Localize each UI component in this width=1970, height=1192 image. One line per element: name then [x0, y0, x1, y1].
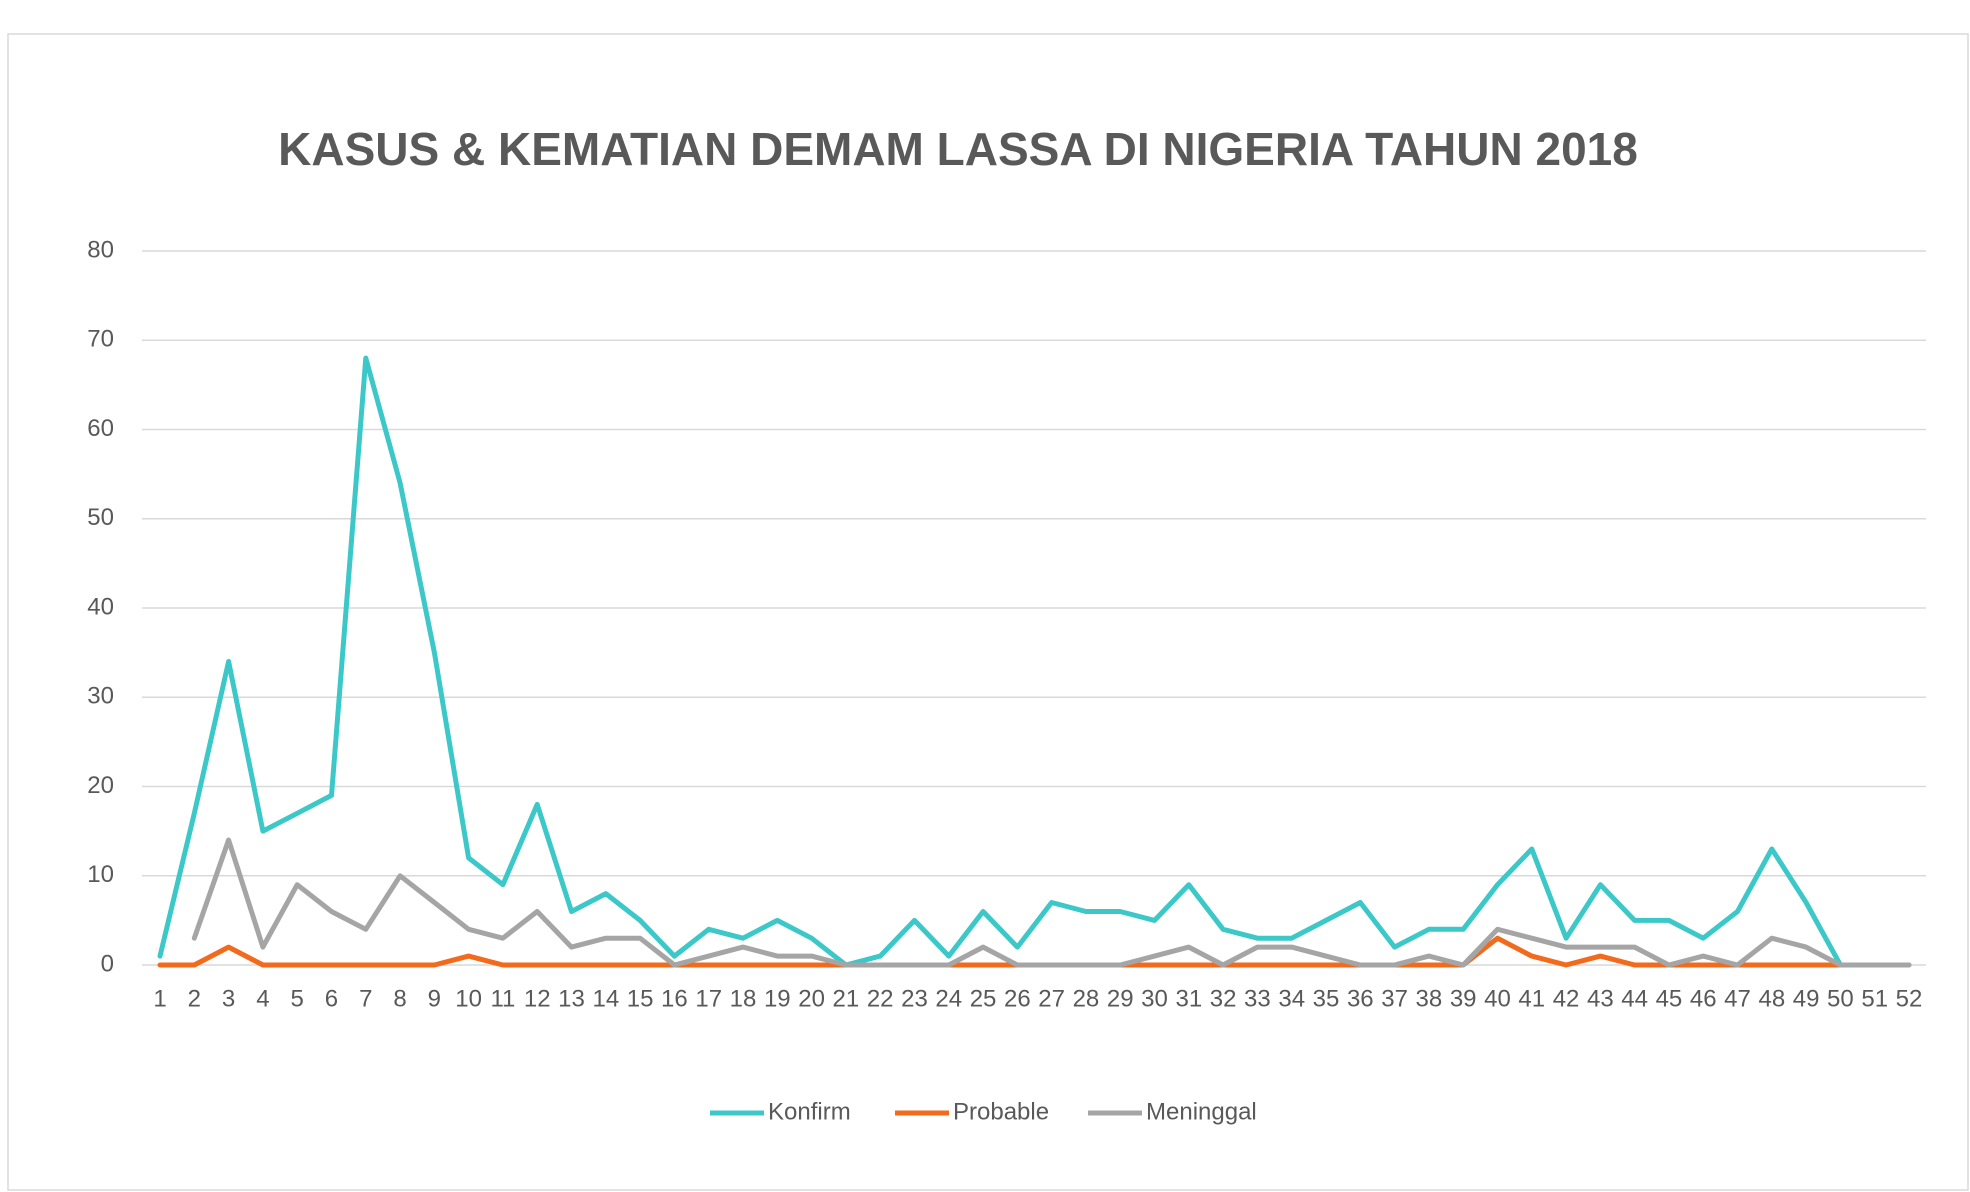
legend-label: Probable: [953, 1098, 1049, 1125]
y-tick-label: 30: [87, 683, 114, 710]
x-tick-label: 48: [1758, 985, 1785, 1012]
y-tick-label: 10: [87, 861, 114, 888]
x-tick-label: 22: [867, 985, 894, 1012]
series-line: [157, 935, 1843, 968]
x-tick-label: 49: [1793, 985, 1820, 1012]
x-tick-label: 30: [1141, 985, 1168, 1012]
x-tick-label: 27: [1038, 985, 1065, 1012]
series-line: [157, 355, 1912, 968]
x-tick-label: 11: [490, 985, 515, 1012]
legend-label: Konfirm: [768, 1098, 851, 1125]
y-tick-label: 80: [87, 236, 114, 263]
x-tick-label: 23: [901, 985, 928, 1012]
x-tick-label: 4: [256, 985, 269, 1012]
x-tick-label: 44: [1621, 985, 1648, 1012]
x-tick-label: 51: [1861, 985, 1888, 1012]
y-tick-label: 0: [101, 950, 114, 977]
x-tick-label: 47: [1724, 985, 1751, 1012]
x-tick-label: 46: [1690, 985, 1717, 1012]
x-tick-label: 40: [1484, 985, 1511, 1012]
x-tick-label: 25: [970, 985, 997, 1012]
y-tick-label: 50: [87, 504, 114, 531]
x-tick-label: 37: [1381, 985, 1408, 1012]
chart-frame: [7, 33, 1969, 1191]
x-tick-label: 18: [730, 985, 757, 1012]
y-tick-label: 60: [87, 415, 114, 442]
x-tick-label: 45: [1656, 985, 1683, 1012]
x-tick-label: 7: [359, 985, 372, 1012]
x-tick-label: 20: [798, 985, 825, 1012]
x-tick-label: 16: [661, 985, 688, 1012]
x-tick-label: 28: [1073, 985, 1100, 1012]
legend-label: Meninggal: [1146, 1098, 1257, 1125]
x-tick-label: 50: [1827, 985, 1854, 1012]
series-line: [191, 837, 1912, 968]
x-tick-label: 26: [1004, 985, 1031, 1012]
x-tick-label: 2: [188, 985, 201, 1012]
x-tick-label: 52: [1896, 985, 1923, 1012]
x-tick-label: 24: [935, 985, 962, 1012]
x-tick-label: 43: [1587, 985, 1614, 1012]
x-tick-label: 8: [393, 985, 406, 1012]
x-tick-label: 17: [695, 985, 722, 1012]
x-tick-label: 41: [1518, 985, 1545, 1012]
x-tick-label: 42: [1553, 985, 1580, 1012]
x-tick-label: 35: [1313, 985, 1340, 1012]
x-tick-label: 34: [1278, 985, 1305, 1012]
x-tick-label: 38: [1416, 985, 1443, 1012]
x-tick-label: 9: [428, 985, 441, 1012]
x-tick-label: 14: [592, 985, 619, 1012]
x-tick-label: 36: [1347, 985, 1374, 1012]
y-tick-label: 40: [87, 593, 114, 620]
x-tick-label: 19: [764, 985, 791, 1012]
x-tick-label: 15: [627, 985, 654, 1012]
x-tick-label: 29: [1107, 985, 1134, 1012]
chart-title: KASUS & KEMATIAN DEMAM LASSA DI NIGERIA …: [278, 123, 1638, 175]
x-tick-label: 12: [524, 985, 551, 1012]
x-tick-label: 33: [1244, 985, 1271, 1012]
x-tick-label: 1: [153, 985, 166, 1012]
x-tick-label: 5: [290, 985, 303, 1012]
x-tick-label: 6: [325, 985, 338, 1012]
y-tick-label: 20: [87, 772, 114, 799]
x-tick-label: 21: [833, 985, 860, 1012]
x-tick-label: 31: [1175, 985, 1202, 1012]
y-tick-label: 70: [87, 326, 114, 353]
x-tick-label: 10: [455, 985, 482, 1012]
x-tick-label: 39: [1450, 985, 1477, 1012]
x-tick-label: 3: [222, 985, 235, 1012]
x-tick-label: 13: [558, 985, 585, 1012]
x-tick-label: 32: [1210, 985, 1237, 1012]
